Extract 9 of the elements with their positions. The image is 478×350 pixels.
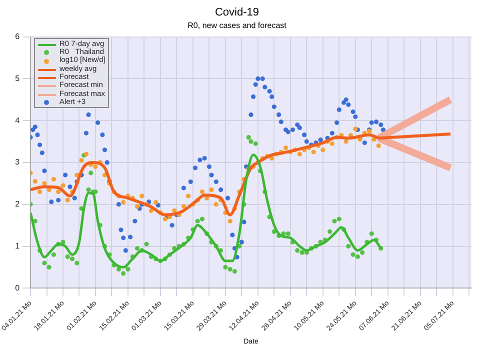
y-tick-label: 6 (15, 32, 20, 42)
y-tick-label: 5 (15, 74, 20, 83)
chart-title: Covid-19 (214, 6, 260, 19)
y-tick-label: 2 (15, 200, 20, 209)
chart-subtitle: R0, new cases and forecast (188, 21, 288, 30)
y-tick-label: 0 (15, 283, 20, 292)
y-tick-label: 4 (15, 116, 20, 125)
y-tick-label: 3 (15, 158, 20, 167)
y-tick-label: 1 (15, 241, 20, 250)
